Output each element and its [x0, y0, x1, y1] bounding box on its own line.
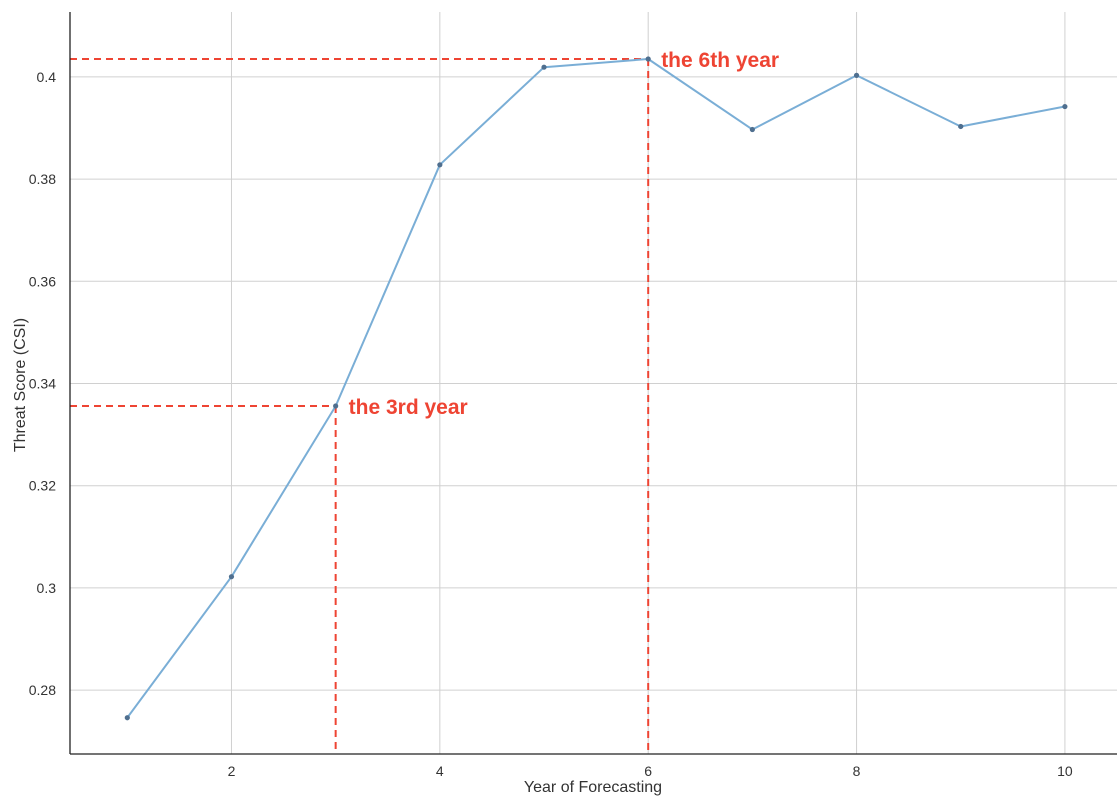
annotation-guides	[70, 58, 650, 754]
x-axis-title: Year of Forecasting	[524, 779, 662, 796]
y-tick-label: 0.32	[29, 478, 56, 494]
data-point	[333, 403, 339, 409]
data-point	[541, 64, 547, 70]
y-tick-label: 0.4	[37, 69, 57, 85]
tick-labels: 2 4 6 8 10 0.28 0.3 0.32 0.34 0.36 0.38 0.4	[29, 69, 1073, 779]
annotation-label: the 3rd year	[349, 396, 468, 419]
data-point	[437, 162, 443, 168]
axes	[69, 12, 1117, 755]
y-tick-label: 0.3	[37, 580, 57, 596]
data-point	[645, 56, 651, 62]
y-axis-title: Threat Score (CSI)	[12, 318, 29, 452]
data-point	[853, 72, 860, 78]
y-tick-label: 0.34	[29, 376, 56, 392]
grid	[70, 12, 1117, 754]
x-tick-label: 2	[228, 763, 236, 779]
annotations: the 3rd year the 6th year	[349, 49, 779, 419]
y-tick-label: 0.36	[29, 273, 56, 289]
x-tick-label: 6	[644, 763, 652, 779]
series	[124, 56, 1068, 721]
data-point	[958, 123, 964, 130]
series-line	[126, 58, 1066, 719]
data-point	[124, 715, 130, 721]
data-point	[228, 574, 235, 580]
x-tick-label: 8	[853, 763, 861, 779]
y-tick-label: 0.28	[29, 682, 56, 698]
x-tick-label: 4	[436, 763, 444, 779]
y-tick-label: 0.38	[29, 171, 56, 187]
x-tick-label: 10	[1057, 763, 1073, 779]
data-point	[749, 126, 755, 133]
data-point	[1062, 103, 1068, 110]
annotation-label: the 6th year	[661, 49, 779, 72]
